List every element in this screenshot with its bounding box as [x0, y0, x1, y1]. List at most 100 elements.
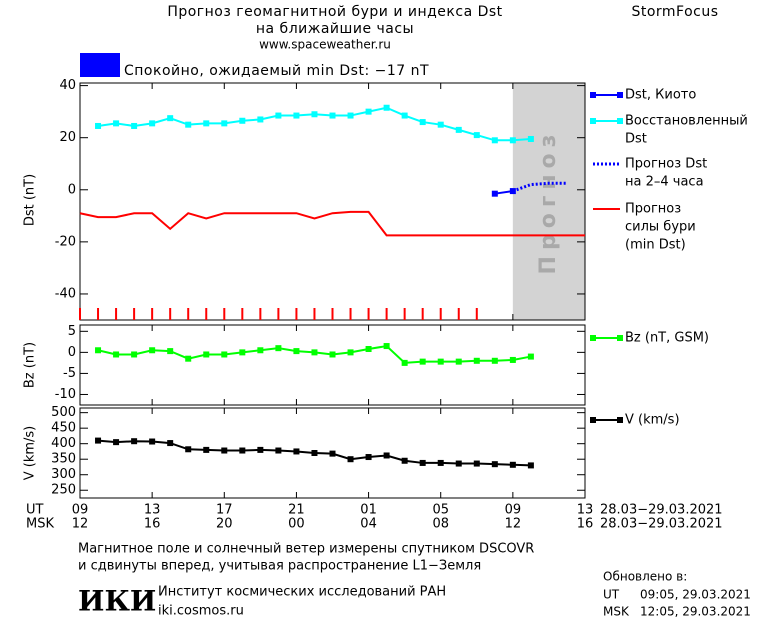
data-point [491, 137, 498, 144]
data-point [473, 357, 480, 364]
forecast-region [512, 83, 585, 320]
legend-marker [590, 92, 596, 98]
data-point [527, 462, 534, 469]
x-tick-label: 17 [216, 503, 233, 518]
y-tick-label: -40 [55, 286, 76, 301]
x2-tick-label: 16 [577, 517, 594, 532]
data-point [131, 351, 138, 358]
data-point [365, 454, 372, 461]
panel-frame [79, 324, 586, 406]
legend-label: Прогноз [625, 202, 681, 217]
data-point [473, 132, 480, 139]
data-point [491, 357, 498, 364]
y-axis-label: Bz (nT) [23, 342, 38, 388]
updated-zone: MSK [603, 605, 630, 619]
y-tick-label: 5 [68, 324, 76, 339]
data-point [257, 347, 264, 354]
data-point [185, 121, 192, 128]
x-tick-label: 21 [288, 503, 305, 518]
x2-tick-label: 04 [360, 517, 377, 532]
data-point [275, 345, 282, 352]
x2-tick-label: 16 [144, 517, 161, 532]
legend-marker [590, 118, 596, 124]
legend-label: (min Dst) [625, 238, 686, 253]
data-point [275, 112, 282, 119]
data-point [131, 122, 138, 129]
data-point [455, 358, 462, 365]
data-point [167, 115, 174, 122]
x-tick-label: 09 [505, 503, 522, 518]
legend-label: Восстановленный [625, 114, 748, 129]
legend-label: V (km/s) [625, 413, 680, 428]
data-point [239, 447, 246, 454]
legend-marker [617, 335, 623, 341]
data-point [401, 457, 408, 464]
legend-marker [590, 335, 596, 341]
y-tick-label: 20 [59, 130, 76, 145]
y-tick-label: 350 [51, 452, 76, 467]
data-point [95, 347, 102, 354]
x-tick-label: 09 [72, 503, 89, 518]
data-point [473, 460, 480, 467]
x-range-label: 28.03−29.03.2021 [600, 503, 723, 518]
data-point [491, 461, 498, 468]
data-point [203, 120, 210, 127]
data-point [401, 112, 408, 119]
footer-note: и сдвинуты вперед, учитывая распростране… [78, 559, 481, 574]
x-axis-label: UT [26, 503, 44, 518]
legend-marker [590, 417, 596, 423]
data-point [527, 353, 534, 360]
y-tick-label: 500 [51, 405, 76, 420]
data-point [383, 104, 390, 111]
data-point [203, 351, 210, 358]
status-box [80, 53, 120, 77]
x-tick-label: 13 [144, 503, 161, 518]
y-tick-label: 300 [51, 467, 76, 482]
x-range-label: 28.03−29.03.2021 [600, 517, 723, 532]
data-point [167, 440, 174, 447]
y-tick-label: 40 [59, 78, 76, 93]
data-point [419, 459, 426, 466]
data-point [509, 356, 516, 363]
legend-label: Bz (nT, GSM) [625, 331, 709, 346]
data-point [185, 446, 192, 453]
data-point [113, 351, 120, 358]
logo: ИКИ [78, 585, 156, 618]
legend-marker [617, 417, 623, 423]
x-tick-label: 01 [360, 503, 377, 518]
data-point [437, 459, 444, 466]
footer-note: Магнитное поле и солнечный ветер измерен… [78, 542, 534, 557]
series-line [512, 181, 567, 193]
data-point [113, 120, 120, 127]
x2-tick-label: 12 [505, 517, 522, 532]
legend-label: силы бури [625, 220, 696, 235]
data-point [239, 117, 246, 124]
legend-marker [617, 118, 623, 124]
data-point [419, 119, 426, 126]
updated-zone: UT [603, 588, 620, 602]
data-point [509, 461, 516, 468]
data-point [221, 447, 228, 454]
data-point [239, 349, 246, 356]
y-axis-label: V (km/s) [23, 426, 38, 481]
data-point [95, 122, 102, 129]
x2-tick-label: 12 [72, 517, 89, 532]
data-point [509, 137, 516, 144]
data-point [455, 126, 462, 133]
data-point [185, 355, 192, 362]
data-point [149, 120, 156, 127]
x-tick-label: 13 [577, 503, 594, 518]
y-tick-label: 250 [51, 483, 76, 498]
panel-frame [79, 407, 586, 499]
data-point [437, 358, 444, 365]
data-point [257, 446, 264, 453]
legend-label: Прогноз Dst [625, 157, 707, 172]
series-line [79, 210, 585, 237]
data-point [365, 108, 372, 115]
data-point [419, 358, 426, 365]
data-point [293, 448, 300, 455]
status-text: Спокойно, ожидаемый min Dst: −17 nT [124, 63, 429, 79]
data-point [95, 437, 102, 444]
data-point [293, 348, 300, 355]
